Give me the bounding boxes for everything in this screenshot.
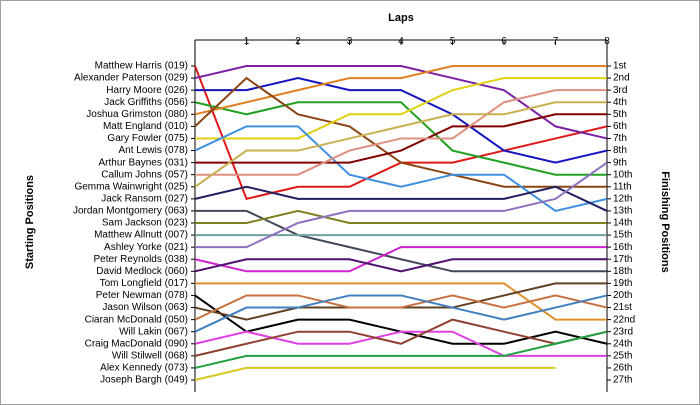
series-label: Tom Longfield (017) [100, 278, 188, 289]
series-line [194, 330, 608, 369]
series-line [194, 65, 608, 140]
y2-tick-label: 20th [613, 290, 632, 301]
y2-tick-label: 1st [613, 61, 627, 72]
series-line [194, 101, 607, 188]
series-label: Jack Griffiths (056) [104, 97, 188, 108]
series-label: Matt England (010) [103, 121, 188, 132]
series-line [194, 76, 607, 188]
series-line [194, 185, 608, 212]
y2-tick-label: 25th [613, 350, 632, 361]
x-tick-label: 4 [398, 36, 404, 47]
y2-tick-label: 3rd [613, 85, 627, 96]
series-line [194, 65, 607, 116]
y2-tick-label: 24th [613, 338, 632, 349]
series-label: Will Stilwell (068) [112, 350, 188, 361]
x-tick-label: 6 [501, 36, 507, 47]
series-label: Ciaran McDonald (050) [85, 314, 188, 325]
series-line [195, 77, 608, 164]
x-axis-title: Laps [388, 12, 414, 24]
y2-tick-label: 16th [613, 242, 632, 253]
y2-tick-label: 21st [613, 302, 632, 313]
x-tick-label: 1 [244, 36, 250, 47]
series-line [194, 246, 607, 273]
x-tick-label: 3 [347, 36, 353, 47]
series-label: Joseph Bargh (049) [100, 375, 188, 386]
series-line [195, 209, 607, 224]
series-label: Peter Reynolds (038) [94, 254, 189, 265]
y2-tick-label: 2nd [613, 73, 630, 84]
series-label: Jordan Montgomery (063) [73, 206, 188, 217]
series-label: Jack Ransom (027) [101, 193, 188, 204]
x-tick-label: 7 [553, 36, 559, 47]
series-label: Alexander Paterson (029) [74, 73, 188, 84]
series-label: Gemma Wainwright (025) [74, 181, 188, 192]
y2-axis-title: Finishing Positions [659, 171, 671, 272]
series-label: Peter Newman (078) [96, 290, 188, 301]
series-line [194, 330, 607, 357]
series-line [195, 77, 607, 140]
series-label: Craig MacDonald (090) [85, 338, 188, 349]
y2-tick-label: 5th [613, 109, 627, 120]
y2-tick-label: 27th [613, 375, 632, 386]
series-label: Matthew Allnutt (007) [94, 230, 188, 241]
x-tick-label: 2 [295, 36, 301, 47]
x-tick-label: 5 [450, 36, 456, 47]
y2-tick-label: 4th [613, 97, 627, 108]
series-line [195, 161, 608, 249]
series-line [194, 125, 608, 212]
y2-tick-label: 13th [613, 206, 632, 217]
series-line [195, 282, 607, 321]
series-line [194, 101, 607, 176]
y2-tick-label: 14th [613, 218, 632, 229]
y2-tick-label: 22nd [613, 314, 635, 325]
series-label: Harry Moore (026) [106, 85, 188, 96]
series-line [194, 258, 607, 273]
series-label: Gary Fowler (075) [107, 133, 188, 144]
y2-tick-label: 12th [613, 193, 632, 204]
series-label: Jason Wilson (063) [102, 302, 188, 313]
y2-tick-label: 19th [613, 278, 632, 289]
series-line [194, 366, 556, 381]
y2-tick-label: 7th [613, 133, 627, 144]
x-tick-label: 8 [604, 36, 610, 47]
series-label: Joshua Grimston (080) [86, 109, 188, 120]
y2-tick-label: 11th [613, 181, 632, 192]
series-label: Alex Kennedy (073) [100, 363, 188, 374]
series-label: Ashley Yorke (021) [104, 242, 188, 253]
series-label: Ant Lewis (078) [119, 145, 188, 156]
series-label: Sam Jackson (023) [102, 218, 188, 229]
series-label: Matthew Harris (019) [95, 61, 188, 72]
y2-tick-label: 10th [613, 169, 632, 180]
y2-tick-label: 9th [613, 157, 627, 168]
y2-tick-label: 18th [613, 266, 632, 277]
series-line [194, 294, 608, 321]
series-line [194, 318, 608, 357]
y2-tick-label: 23rd [613, 326, 633, 337]
y2-tick-label: 26th [613, 363, 632, 374]
series-label: Arthur Baynes (031) [99, 157, 189, 168]
y2-tick-label: 6th [613, 121, 627, 132]
y-axis-title: Starting Positions [24, 175, 36, 269]
series-line [194, 294, 608, 333]
y2-tick-label: 8th [613, 145, 627, 156]
series-line [195, 89, 607, 176]
y2-tick-label: 15th [613, 230, 632, 241]
series-label: Callum Johns (057) [101, 169, 188, 180]
series-label: David Medlock (060) [96, 266, 188, 277]
series-label: Will Lakin (067) [119, 326, 188, 337]
y2-tick-label: 17th [613, 254, 632, 265]
series-line [195, 113, 607, 164]
